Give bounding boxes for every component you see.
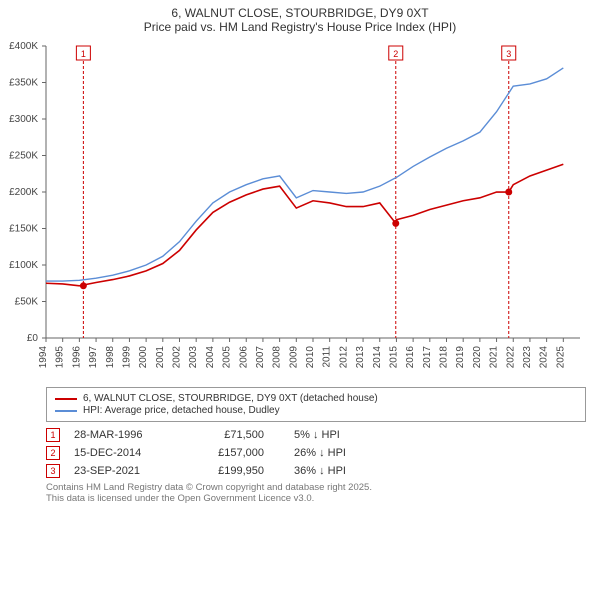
svg-text:2013: 2013 (355, 346, 366, 369)
price-chart: £0£50K£100K£150K£200K£250K£300K£350K£400… (46, 38, 592, 381)
svg-text:£150K: £150K (9, 224, 38, 235)
sale-price: £199,950 (184, 465, 264, 477)
svg-text:£300K: £300K (9, 114, 38, 125)
svg-text:2019: 2019 (455, 346, 466, 369)
svg-text:1997: 1997 (88, 346, 99, 369)
svg-text:2020: 2020 (472, 346, 483, 369)
svg-text:2014: 2014 (372, 346, 383, 369)
svg-text:2012: 2012 (338, 346, 349, 369)
sale-marker-icon: 1 (46, 428, 60, 442)
svg-text:£350K: £350K (9, 78, 38, 89)
svg-text:2005: 2005 (222, 346, 233, 369)
svg-text:£200K: £200K (9, 187, 38, 198)
sale-price: £157,000 (184, 447, 264, 459)
sale-marker-icon: 2 (46, 446, 60, 460)
sale-row: 3 23-SEP-2021 £199,950 36% ↓ HPI (46, 464, 586, 478)
sale-date: 23-SEP-2021 (74, 465, 184, 477)
svg-text:2006: 2006 (238, 346, 249, 369)
svg-text:2000: 2000 (138, 346, 149, 369)
sale-date: 28-MAR-1996 (74, 429, 184, 441)
sale-price: £71,500 (184, 429, 264, 441)
svg-text:3: 3 (506, 49, 511, 59)
legend-row: 6, WALNUT CLOSE, STOURBRIDGE, DY9 0XT (d… (55, 393, 577, 404)
svg-text:2008: 2008 (272, 346, 283, 369)
chart-subtitle: Price paid vs. HM Land Registry's House … (8, 20, 592, 34)
svg-text:1998: 1998 (105, 346, 116, 369)
svg-text:£250K: £250K (9, 151, 38, 162)
legend-label: HPI: Average price, detached house, Dudl… (83, 405, 280, 416)
svg-text:2007: 2007 (255, 346, 266, 369)
svg-text:£50K: £50K (15, 297, 39, 308)
svg-text:2025: 2025 (555, 346, 566, 369)
sale-vs-hpi: 5% ↓ HPI (294, 429, 384, 441)
svg-text:2001: 2001 (155, 346, 166, 369)
footer-attribution: Contains HM Land Registry data © Crown c… (46, 482, 586, 505)
legend: 6, WALNUT CLOSE, STOURBRIDGE, DY9 0XT (d… (46, 387, 586, 422)
sale-vs-hpi: 36% ↓ HPI (294, 465, 384, 477)
svg-text:2: 2 (393, 49, 398, 59)
sale-vs-hpi: 26% ↓ HPI (294, 447, 384, 459)
svg-text:1995: 1995 (55, 346, 66, 369)
svg-text:2016: 2016 (405, 346, 416, 369)
svg-text:2009: 2009 (288, 346, 299, 369)
svg-text:2011: 2011 (322, 346, 333, 368)
svg-text:2004: 2004 (205, 346, 216, 369)
sales-table: 1 28-MAR-1996 £71,500 5% ↓ HPI 2 15-DEC-… (46, 428, 586, 478)
svg-text:£0: £0 (27, 333, 39, 344)
svg-text:2003: 2003 (188, 346, 199, 369)
svg-text:2017: 2017 (422, 346, 433, 369)
legend-row: HPI: Average price, detached house, Dudl… (55, 405, 577, 416)
svg-text:2002: 2002 (172, 346, 183, 369)
svg-text:1996: 1996 (71, 346, 82, 369)
sale-row: 2 15-DEC-2014 £157,000 26% ↓ HPI (46, 446, 586, 460)
svg-text:2024: 2024 (539, 346, 550, 369)
svg-text:£100K: £100K (9, 260, 38, 271)
svg-text:£400K: £400K (9, 41, 38, 52)
svg-text:1999: 1999 (121, 346, 132, 369)
legend-label: 6, WALNUT CLOSE, STOURBRIDGE, DY9 0XT (d… (83, 393, 378, 404)
sale-date: 15-DEC-2014 (74, 447, 184, 459)
svg-text:2022: 2022 (505, 346, 516, 369)
sale-marker-icon: 3 (46, 464, 60, 478)
chart-title: 6, WALNUT CLOSE, STOURBRIDGE, DY9 0XT (8, 6, 592, 20)
svg-text:2010: 2010 (305, 346, 316, 369)
svg-text:2021: 2021 (489, 346, 500, 369)
legend-swatch (55, 398, 77, 400)
svg-text:1: 1 (81, 49, 86, 59)
svg-text:1994: 1994 (38, 346, 49, 369)
footer-line: This data is licensed under the Open Gov… (46, 493, 586, 504)
sale-row: 1 28-MAR-1996 £71,500 5% ↓ HPI (46, 428, 586, 442)
svg-text:2018: 2018 (439, 346, 450, 369)
legend-swatch (55, 410, 77, 412)
svg-text:2023: 2023 (522, 346, 533, 369)
footer-line: Contains HM Land Registry data © Crown c… (46, 482, 586, 493)
svg-text:2015: 2015 (388, 346, 399, 369)
